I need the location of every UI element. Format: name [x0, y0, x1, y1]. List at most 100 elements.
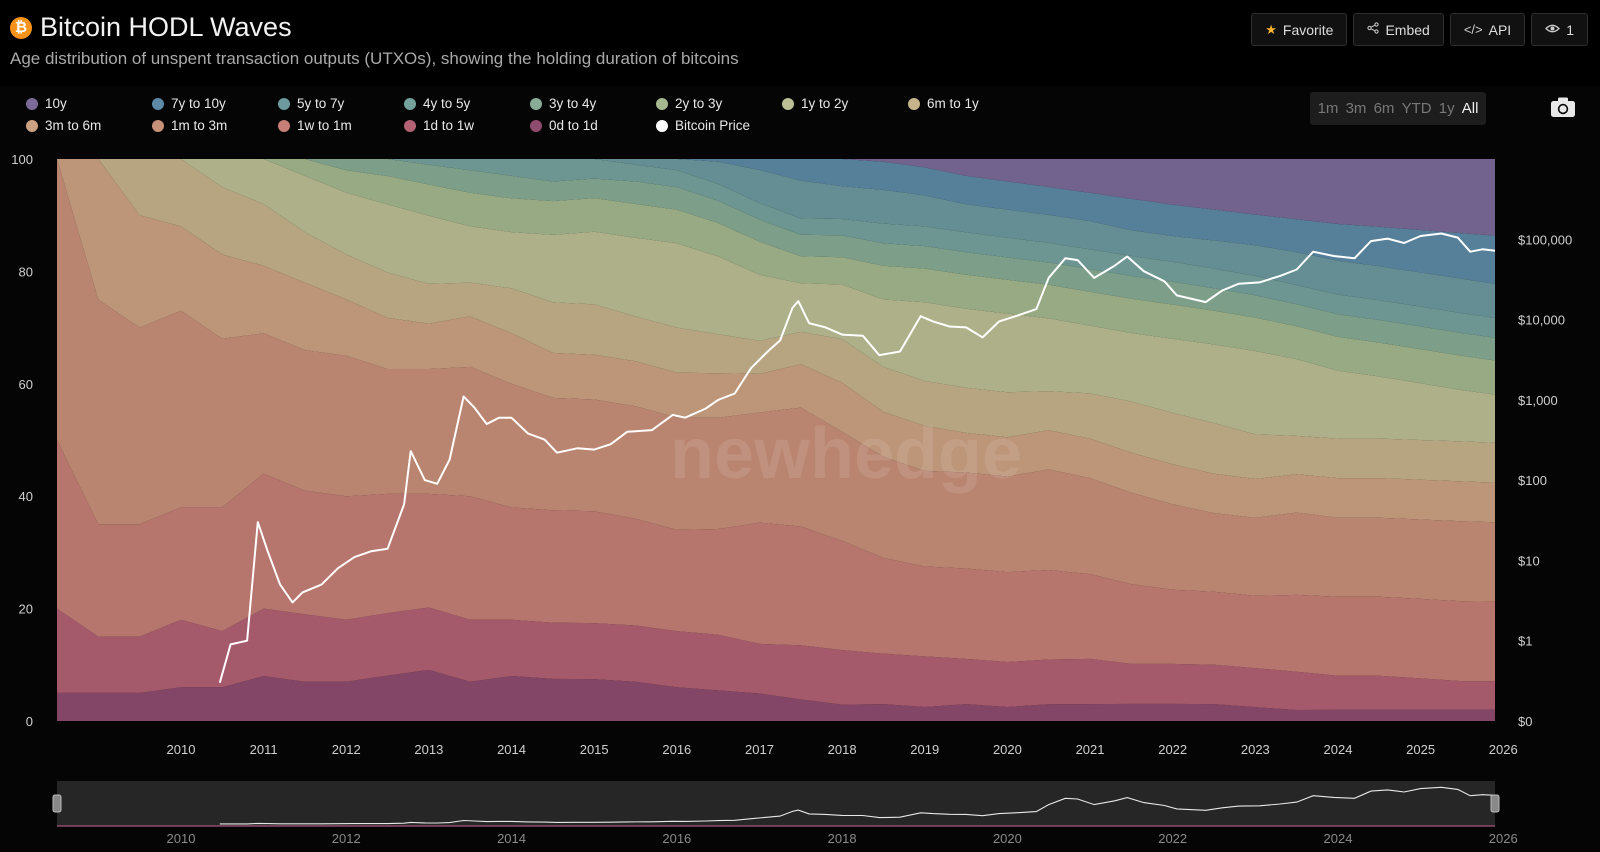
legend-swatch — [152, 119, 164, 132]
legend-item[interactable]: 5y to 7y — [278, 95, 404, 112]
y-tick-label: 20 — [19, 602, 33, 617]
navigator-tick-label: 2012 — [332, 831, 361, 846]
y-tick-label: 40 — [19, 489, 33, 504]
legend-item[interactable]: 3y to 4y — [530, 95, 656, 112]
navigator-handle[interactable] — [52, 794, 62, 813]
toolbar: ★ Favorite Embed </> API 1 — [1251, 13, 1588, 46]
area-1y-to-2y — [57, 159, 1495, 443]
embed-label: Embed — [1385, 21, 1430, 38]
area-6m-to-1y — [57, 159, 1495, 483]
embed-button[interactable]: Embed — [1353, 13, 1444, 46]
views-count: 1 — [1566, 21, 1574, 38]
x-tick-label: 2014 — [497, 742, 526, 757]
page-subtitle: Age distribution of unspent transaction … — [10, 49, 739, 68]
stacked-areas — [57, 159, 1495, 721]
favorite-label: Favorite — [1282, 21, 1334, 38]
range-button[interactable]: All — [1461, 100, 1479, 117]
legend-label: 4y to 5y — [423, 96, 471, 111]
area-3m-to-6m — [57, 159, 1495, 523]
camera-icon[interactable] — [1550, 96, 1576, 118]
x-tick-label: 2013 — [414, 742, 443, 757]
area-10y — [57, 159, 1495, 236]
x-tick-label: 2011 — [250, 742, 278, 757]
x-tick-label: 2019 — [910, 742, 939, 757]
favorite-button[interactable]: ★ Favorite — [1251, 13, 1348, 46]
legend-item[interactable]: 10y — [26, 95, 152, 112]
legend-item[interactable]: 1m to 3m — [152, 117, 278, 134]
x-tick-label: 2017 — [745, 742, 774, 757]
views-counter[interactable]: 1 — [1531, 13, 1588, 46]
code-icon: </> — [1463, 22, 1483, 37]
legend-item[interactable]: 1d to 1w — [404, 117, 530, 134]
legend-label: 1d to 1w — [423, 118, 475, 133]
navigator-tick-label: 2016 — [662, 831, 691, 846]
range-button[interactable]: 6m — [1373, 100, 1395, 117]
legend-swatch — [404, 97, 416, 110]
legend-item[interactable]: 2y to 3y — [656, 95, 782, 112]
legend-item[interactable]: 3m to 6m — [26, 117, 152, 134]
share-icon — [1367, 22, 1380, 37]
legend-item[interactable]: 4y to 5y — [404, 95, 530, 112]
price-line-group — [218, 232, 1496, 683]
page-title: Bitcoin HODL Waves — [40, 12, 292, 42]
navigator-handle[interactable] — [1490, 794, 1500, 813]
api-button[interactable]: </> API — [1449, 13, 1526, 46]
legend-swatch — [404, 119, 416, 132]
x-tick-label: 2016 — [662, 742, 691, 757]
legend-label: 1y to 2y — [801, 96, 849, 111]
legend-swatch — [152, 97, 164, 110]
navigator-tick-label: 2018 — [828, 831, 857, 846]
legend-swatch — [908, 97, 920, 110]
legend-label: 2y to 3y — [675, 96, 723, 111]
area-5y-to-7y — [57, 159, 1495, 318]
legend-item[interactable]: 7y to 10y — [152, 95, 278, 112]
range-navigator[interactable]: 2010 2012 2014 2016 2018 2020 2022 2024 2026 — [52, 781, 1518, 846]
range-button[interactable]: 1y — [1438, 100, 1455, 117]
navigator-tick-label: 2024 — [1324, 831, 1353, 846]
y-tick-label: 100 — [11, 152, 33, 167]
y-tick-label: 0 — [26, 714, 33, 729]
x-tick-label: 2012 — [332, 742, 361, 757]
legend-swatch — [278, 97, 290, 110]
navigator-tick-label: 2020 — [993, 831, 1022, 846]
range-button[interactable]: 3m — [1345, 100, 1367, 117]
range-selector: 1m 3m 6m YTD 1y All — [1310, 92, 1486, 125]
y2-tick-label: $1,000 — [1518, 393, 1558, 408]
legend-item[interactable]: 0d to 1d — [530, 117, 656, 134]
y2-tick-label: $10 — [1518, 553, 1540, 568]
legend-label: 0d to 1d — [549, 118, 598, 133]
x-axis: 2010 2011 2012 2013 2014 2015 2016 2017 2018 2019… — [167, 742, 1518, 757]
x-tick-label: 2022 — [1158, 742, 1187, 757]
range-button[interactable]: 1m — [1317, 100, 1339, 117]
legend-item[interactable]: 1y to 2y — [782, 95, 908, 112]
y2-tick-label: $100,000 — [1518, 232, 1572, 247]
area-7y-to-10y — [57, 159, 1495, 284]
y-tick-label: 80 — [19, 264, 33, 279]
legend-item[interactable]: 1w to 1m — [278, 117, 404, 134]
area-0d-to-1d — [57, 669, 1495, 721]
x-tick-label: 2015 — [580, 742, 609, 757]
x-tick-label: 2026 — [1489, 742, 1518, 757]
legend-label: 1w to 1m — [297, 118, 352, 133]
legend-label: 1m to 3m — [171, 118, 228, 133]
navigator-tick-label: 2026 — [1489, 831, 1518, 846]
header: ₿ Bitcoin HODL Waves Age distribution of… — [10, 12, 1590, 72]
x-tick-label: 2023 — [1241, 742, 1270, 757]
navigator-window[interactable] — [57, 781, 1495, 826]
legend-label: Bitcoin Price — [675, 118, 751, 133]
y2-tick-label: $1 — [1518, 634, 1532, 649]
navigator-tick-label: 2014 — [497, 831, 526, 846]
bitcoin-logo-icon: ₿ — [10, 16, 32, 39]
area-1w-to-1m — [57, 440, 1495, 682]
legend-swatch — [782, 97, 794, 110]
legend-item[interactable]: 6m to 1y — [908, 95, 1034, 112]
x-tick-label: 2024 — [1324, 742, 1353, 757]
y2-tick-label: $0 — [1518, 714, 1532, 729]
range-button[interactable]: YTD — [1401, 100, 1432, 117]
legend-label: 6m to 1y — [927, 96, 979, 111]
star-icon: ★ — [1265, 21, 1277, 37]
y2-tick-label: $100 — [1518, 473, 1547, 488]
legend-item[interactable]: Bitcoin Price — [656, 117, 782, 134]
legend-swatch — [656, 97, 668, 110]
